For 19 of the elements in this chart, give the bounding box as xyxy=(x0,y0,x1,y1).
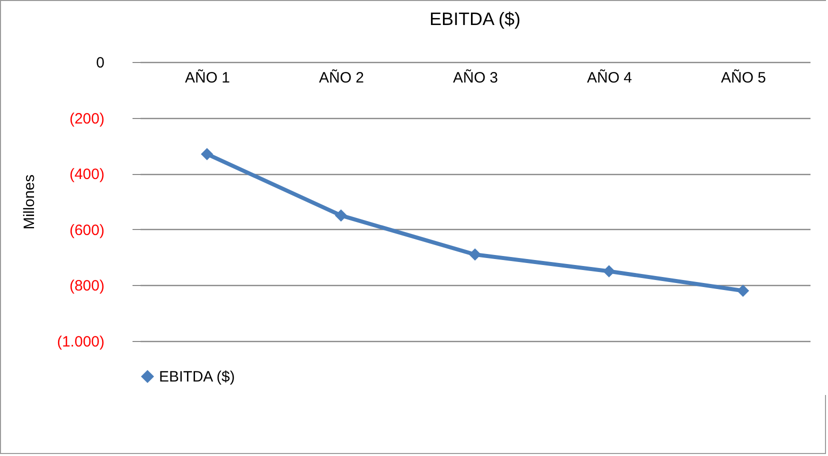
y-axis-title: Millones xyxy=(20,174,38,230)
y-tick-label: 0 xyxy=(96,54,104,72)
x-tick-label: AÑO 5 xyxy=(720,68,766,86)
chart-title: EBITDA ($) xyxy=(429,9,521,29)
x-tick-label: AÑO 4 xyxy=(586,68,632,86)
y-tick-label: (1.000) xyxy=(56,334,104,350)
point xyxy=(602,265,616,278)
y-tick-label: (600) xyxy=(69,222,104,239)
y-tick-label: (800) xyxy=(69,278,104,295)
x-tick-label: AÑO 2 xyxy=(318,68,364,86)
y-tick-label: (400) xyxy=(69,166,104,184)
legend-label: EBITDA ($) xyxy=(159,368,235,386)
point xyxy=(200,148,214,160)
x-tick-label: AÑO 1 xyxy=(184,68,230,86)
point xyxy=(736,284,750,297)
y-tick-label: (200) xyxy=(69,110,104,128)
point xyxy=(468,248,482,261)
point xyxy=(334,209,348,222)
x-tick-label: AÑO 3 xyxy=(452,68,498,86)
